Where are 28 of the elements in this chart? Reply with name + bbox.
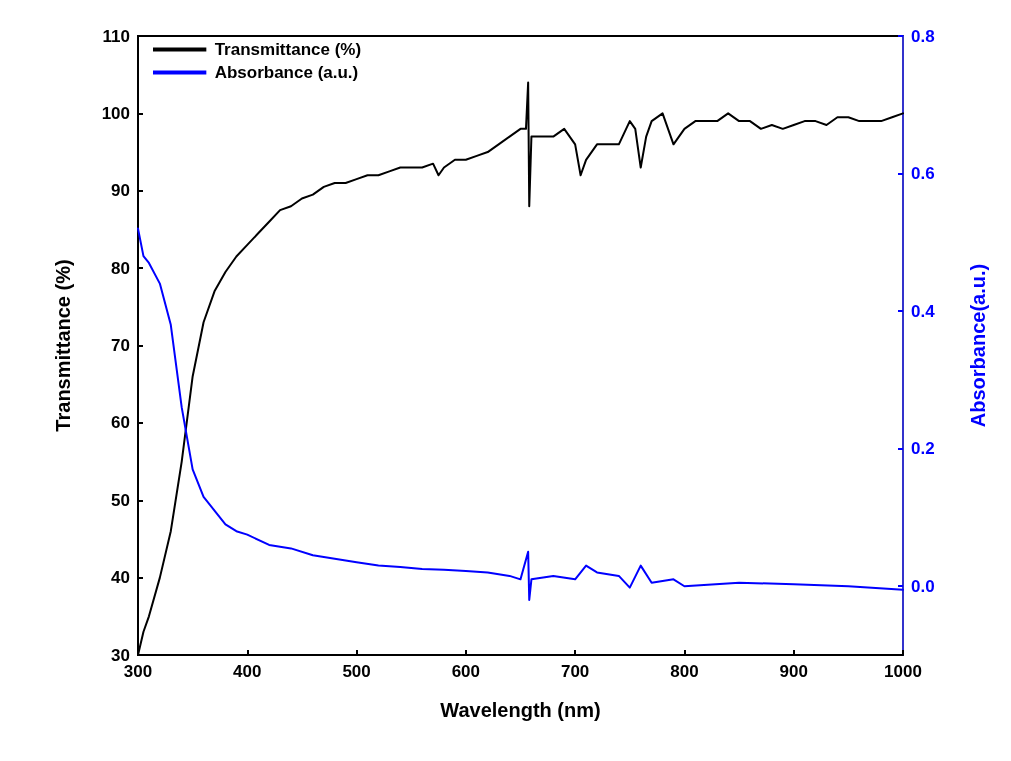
y2-tick-label: 0.0 xyxy=(911,576,935,596)
x-tick-label: 400 xyxy=(233,662,262,681)
x-tick-label: 800 xyxy=(670,662,699,681)
y2-tick-label: 0.6 xyxy=(911,164,935,184)
y-tick-label: 80 xyxy=(111,258,130,278)
x-tick-label: 500 xyxy=(342,662,371,681)
line-series xyxy=(137,227,904,601)
y-tick-label: 70 xyxy=(111,336,130,355)
x-tick-label: 600 xyxy=(451,662,481,681)
x-tick-label: 300 xyxy=(123,662,153,681)
y-tick-label: 50 xyxy=(111,490,130,510)
y2-tick-label: 0.2 xyxy=(911,439,935,459)
x-tick-label: 1000 xyxy=(884,662,922,681)
y-tick-label: 110 xyxy=(102,26,130,46)
legend-label: Absorbance (a.u.) xyxy=(214,63,359,82)
x-axis-title: Wavelength (nm) xyxy=(440,699,601,721)
legend-label: Transmittance (%) xyxy=(214,40,362,59)
y-tick-label: 30 xyxy=(111,645,130,665)
y-axis-title: Transmittance (%) xyxy=(52,259,74,432)
y-tick-label: 60 xyxy=(111,413,130,433)
y2-axis-title: Absorbance(a.u.) xyxy=(967,263,989,428)
y-tick-label: 40 xyxy=(111,568,130,588)
y2-tick-label: 0.4 xyxy=(911,301,936,321)
y-tick-label: 90 xyxy=(111,181,130,201)
x-tick-label: 700 xyxy=(560,662,590,681)
x-tick-label: 900 xyxy=(779,662,808,681)
y2-tick-label: 0.8 xyxy=(911,26,935,46)
y-tick-label: 100 xyxy=(101,103,130,123)
